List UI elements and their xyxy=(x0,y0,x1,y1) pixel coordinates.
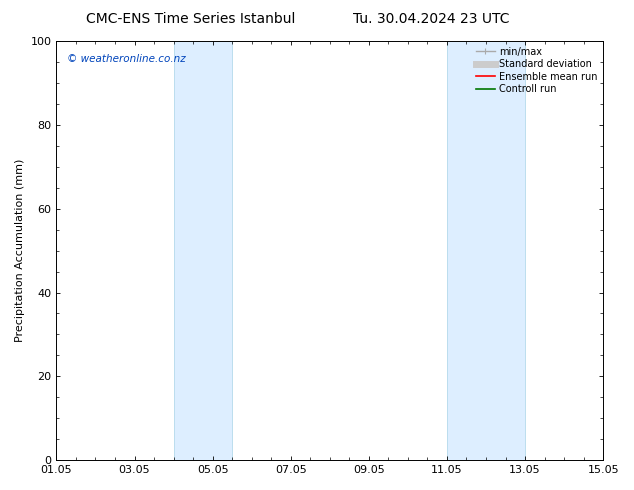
Text: CMC-ENS Time Series Istanbul: CMC-ENS Time Series Istanbul xyxy=(86,12,295,26)
Text: Tu. 30.04.2024 23 UTC: Tu. 30.04.2024 23 UTC xyxy=(353,12,509,26)
Bar xyxy=(174,41,232,460)
Legend: min/max, Standard deviation, Ensemble mean run, Controll run: min/max, Standard deviation, Ensemble me… xyxy=(472,43,601,98)
Text: © weatheronline.co.nz: © weatheronline.co.nz xyxy=(67,53,186,64)
Bar xyxy=(447,41,525,460)
Y-axis label: Precipitation Accumulation (mm): Precipitation Accumulation (mm) xyxy=(15,159,25,343)
